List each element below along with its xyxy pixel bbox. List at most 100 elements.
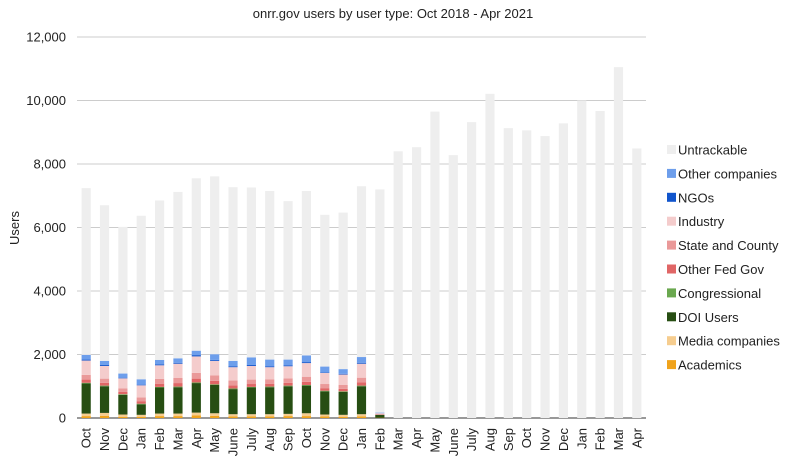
bar-segment xyxy=(247,416,256,418)
bar-segment xyxy=(82,355,91,360)
bar-segment xyxy=(357,416,366,418)
legend-item: Untrackable xyxy=(667,143,747,158)
x-tick-label: Apr xyxy=(629,427,644,448)
bar-segment xyxy=(173,387,182,413)
bar-segment xyxy=(357,357,366,363)
bar-segment xyxy=(339,415,348,417)
bar-segment xyxy=(247,388,256,415)
bar-segment xyxy=(375,189,384,412)
bar-stack xyxy=(228,187,237,418)
bar-segment xyxy=(173,387,182,388)
bar-segment xyxy=(82,383,91,413)
x-tick-label: Nov xyxy=(317,428,332,452)
bar-segment xyxy=(559,123,568,418)
legend-label: NGOs xyxy=(678,190,715,205)
bar-segment xyxy=(265,387,274,388)
bar-stack xyxy=(192,178,201,418)
bar-segment xyxy=(247,357,256,365)
bar-stack xyxy=(283,201,292,418)
bar-segment xyxy=(320,373,329,384)
bar-segment xyxy=(412,147,421,418)
bar-segment xyxy=(118,417,127,418)
bar-segment xyxy=(173,416,182,418)
bar-segment xyxy=(339,392,348,415)
bar-segment xyxy=(210,375,219,380)
legend-swatch xyxy=(667,288,676,297)
bar-segment xyxy=(100,383,109,386)
bar-segment xyxy=(283,386,292,414)
bar-segment xyxy=(192,355,201,356)
bar-stack xyxy=(155,201,164,418)
bar-segment xyxy=(137,404,146,414)
bar-stack xyxy=(302,191,311,418)
bar-segment xyxy=(265,387,274,414)
bar-stack xyxy=(173,192,182,418)
bar-segment xyxy=(155,416,164,418)
bar-segment xyxy=(118,394,127,395)
x-tick-label: June xyxy=(446,428,461,456)
bar-segment xyxy=(228,416,237,418)
bar-segment xyxy=(228,361,237,366)
bar-segment xyxy=(339,369,348,374)
legend-swatch xyxy=(667,241,676,250)
bar-segment xyxy=(82,380,91,383)
y-tick-label: 2,000 xyxy=(33,347,66,362)
bar-segment xyxy=(283,414,292,416)
bar-segment xyxy=(302,362,311,363)
bar-segment xyxy=(118,415,127,417)
y-tick-label: 12,000 xyxy=(26,30,66,45)
x-tick-label: June xyxy=(226,428,241,456)
bar-segment xyxy=(485,94,494,418)
bar-stack xyxy=(430,112,439,418)
y-tick-label: 10,000 xyxy=(26,93,66,108)
x-tick-label: Apr xyxy=(409,427,424,448)
bar-stack xyxy=(522,130,531,418)
bar-stack xyxy=(449,155,458,418)
bar-segment xyxy=(100,361,109,365)
chart-title: onrr.gov users by user type: Oct 2018 - … xyxy=(253,6,533,21)
legend-label: Academics xyxy=(678,358,742,373)
legend-item: Congressional xyxy=(667,286,761,301)
bar-segment xyxy=(247,384,256,387)
legend-label: Other companies xyxy=(678,166,777,181)
bar-segment xyxy=(210,354,219,360)
bar-segment xyxy=(137,385,146,386)
y-tick-label: 0 xyxy=(59,411,66,426)
bar-segment xyxy=(320,391,329,392)
bar-segment xyxy=(82,416,91,418)
bar-segment xyxy=(265,384,274,387)
bar-segment xyxy=(210,416,219,418)
bar-segment xyxy=(82,360,91,361)
bar-segment xyxy=(192,383,201,413)
bar-segment xyxy=(210,360,219,361)
x-tick-label: July xyxy=(464,428,479,452)
bar-stack xyxy=(596,111,605,418)
bar-segment xyxy=(375,415,384,418)
bar-segment xyxy=(118,395,127,415)
legend-item: Other Fed Gov xyxy=(667,262,764,277)
x-tick-label: Feb xyxy=(372,428,387,450)
bar-segment xyxy=(137,385,146,397)
bar-segment xyxy=(504,128,513,418)
bar-segment xyxy=(320,388,329,391)
bar-segment xyxy=(522,130,531,418)
bar-segment xyxy=(173,378,182,383)
bar-stack xyxy=(82,188,91,418)
legend-label: DOI Users xyxy=(678,310,739,325)
bars xyxy=(82,67,642,418)
legend-label: Untrackable xyxy=(678,143,747,158)
y-tick-label: 4,000 xyxy=(33,284,66,299)
bar-segment xyxy=(596,111,605,418)
bar-stack xyxy=(265,191,274,418)
bar-stack xyxy=(118,227,127,418)
bar-stack xyxy=(577,101,586,419)
bar-segment xyxy=(82,361,91,375)
bar-segment xyxy=(247,414,256,416)
x-tick-label: Oct xyxy=(299,428,314,449)
bar-segment xyxy=(302,191,311,355)
legend-label: Other Fed Gov xyxy=(678,262,764,277)
bar-segment xyxy=(228,385,237,388)
